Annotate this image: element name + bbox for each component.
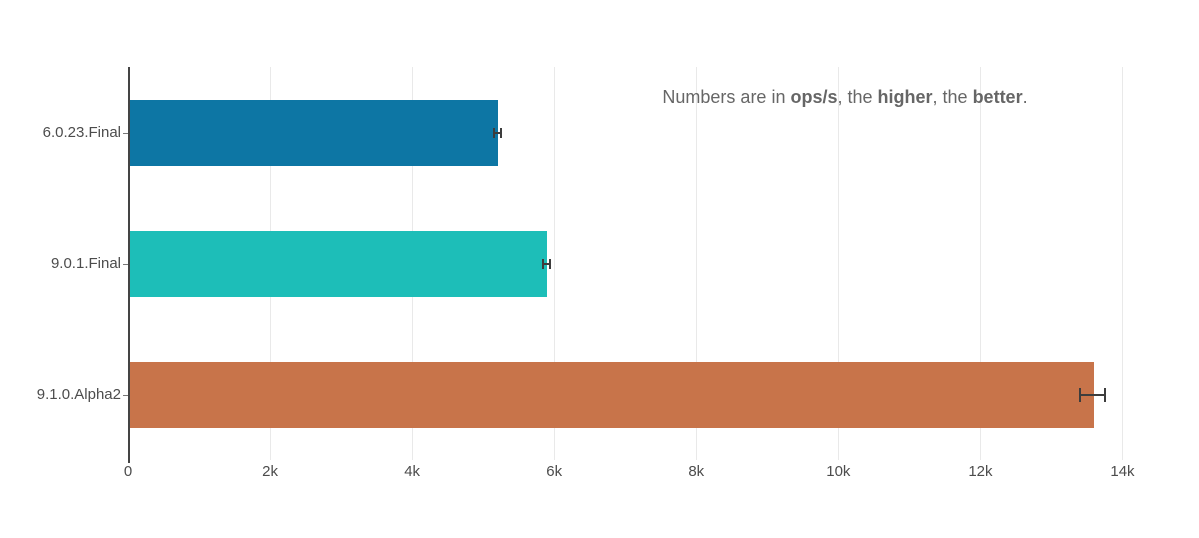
- xtick-label-14k: 14k: [1110, 463, 1135, 480]
- error-bar-9-1-0-alpha2: [1079, 387, 1107, 402]
- y-axis-line: [128, 67, 130, 463]
- ytick-mark: [123, 394, 128, 396]
- annotation-text: Numbers are in: [662, 87, 791, 107]
- bar-6-0-23-final: [130, 99, 499, 166]
- ytick-mark: [123, 132, 128, 134]
- annotation-text: , the: [837, 87, 878, 107]
- error-bar-part: [541, 262, 551, 265]
- bar-9-0-1-final: [130, 230, 548, 297]
- xtick-label-10k: 10k: [826, 463, 851, 480]
- error-bar-6-0-23-final: [493, 127, 502, 138]
- gridline-6000: [554, 67, 556, 460]
- xtick-label-0: 0: [123, 463, 133, 480]
- xtick-label-2k: 2k: [262, 463, 278, 480]
- error-bar-part: [1079, 387, 1082, 402]
- annotation-bold-text: ops/s: [790, 87, 838, 107]
- annotation-text: .: [1022, 87, 1028, 107]
- plot-area: [128, 67, 1158, 460]
- xtick-label-6k: 6k: [546, 463, 563, 480]
- xtick-label-4k: 4k: [404, 463, 421, 480]
- ytick-label-9-1-0-alpha2: 9.1.0.Alpha2: [36, 385, 121, 403]
- error-bar-part: [541, 258, 544, 269]
- xtick-label-8k: 8k: [688, 463, 705, 480]
- annotation-bold-text: higher: [877, 87, 933, 107]
- gridline-10000: [838, 67, 840, 460]
- ytick-label-6-0-23-final: 6.0.23.Final: [42, 123, 121, 141]
- xtick-label-12k: 12k: [968, 463, 993, 480]
- error-bar-part: [1079, 393, 1107, 396]
- error-bar-part: [1104, 387, 1107, 402]
- bar-9-1-0-alpha2: [130, 361, 1094, 428]
- error-bar-part: [493, 127, 496, 138]
- gridline-12000: [980, 67, 982, 460]
- chart-annotation: Numbers are in ops/s, the higher, the be…: [662, 86, 1027, 108]
- ytick-label-9-0-1-final: 9.0.1.Final: [50, 254, 121, 272]
- error-bar-9-0-1-final: [541, 258, 551, 269]
- annotation-bold-text: better: [972, 87, 1023, 107]
- gridline-8000: [696, 67, 698, 460]
- gridline-14000: [1122, 67, 1124, 460]
- error-bar-part: [549, 258, 551, 269]
- annotation-text: , the: [932, 87, 973, 107]
- ytick-mark: [123, 263, 128, 265]
- error-bar-part: [499, 127, 502, 138]
- error-bar-part: [493, 131, 502, 134]
